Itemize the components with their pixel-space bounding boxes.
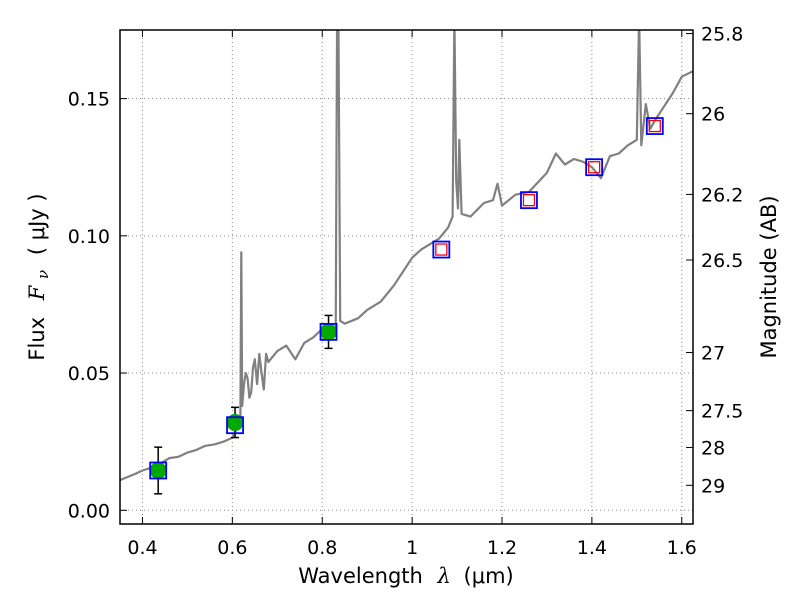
non-detection-square (435, 243, 448, 256)
y-axis-label-unit: ( μJy ) (25, 193, 49, 255)
model-photometry-square (149, 461, 168, 480)
y2-axis-label: Magnitude (AB) (757, 195, 781, 358)
model-photometry-square (319, 322, 338, 341)
y-tick-label: 0.10 (68, 226, 110, 248)
x-tick-label: 1 (406, 537, 418, 559)
model-photometry-square (432, 240, 451, 259)
x-axis-label: Wavelength λ (μm) (298, 564, 513, 588)
model-photometry-square (645, 117, 664, 135)
x-tick-label: 1.4 (577, 537, 607, 559)
x-tick-label: 0.6 (217, 537, 247, 559)
x-axis-label-symbol: λ (437, 564, 451, 588)
non-detection-square (587, 161, 601, 174)
model-photometry-square (585, 158, 604, 177)
y2-tick-label: 26.5 (701, 250, 743, 272)
x-axis-label-unit: (μm) (464, 564, 514, 588)
grid-layer (120, 30, 693, 524)
y2-tick-label: 27.5 (701, 401, 743, 423)
plot-frame (119, 29, 694, 525)
x-tick-label: 1.2 (487, 537, 517, 559)
y2-tick-label: 25.8 (701, 24, 743, 46)
y-axis-label-subscript: ν (34, 270, 52, 279)
observed-point (149, 461, 167, 479)
x-tick-label: 0.4 (127, 537, 157, 559)
y2-tick-label: 26.2 (701, 184, 743, 206)
non-detection-square (648, 119, 661, 133)
y-axis-label-symbol: F (25, 284, 49, 301)
model-photometry-square (520, 191, 538, 210)
y-tick-label: 0.05 (68, 363, 110, 385)
y-tick-label: 0.00 (68, 500, 110, 522)
tick-layer: 0.4 0.6 0.8 1 1.2 1.4 1.6 0.00 0.05 0.10 0.15 25.8 2… (68, 24, 744, 559)
spectrum-line (120, 30, 693, 482)
series-layer (120, 30, 693, 495)
y2-tick-label: 28 (701, 437, 725, 459)
x-tick-label: 1.6 (667, 537, 697, 559)
x-axis-label-prefix: Wavelength (298, 564, 423, 588)
y2-tick-label: 29 (701, 475, 725, 497)
y2-tick-label: 27 (701, 342, 725, 364)
observed-point (320, 323, 338, 341)
y-axis-label: Flux F ν ( μJy ) (25, 193, 53, 360)
y-axis-label-prefix: Flux (25, 317, 49, 361)
y2-tick-label: 26 (701, 104, 725, 126)
x-tick-label: 0.8 (307, 537, 337, 559)
y-tick-label: 0.15 (68, 89, 110, 111)
model-photometry-square (226, 416, 244, 435)
non-detection-square (522, 194, 536, 207)
